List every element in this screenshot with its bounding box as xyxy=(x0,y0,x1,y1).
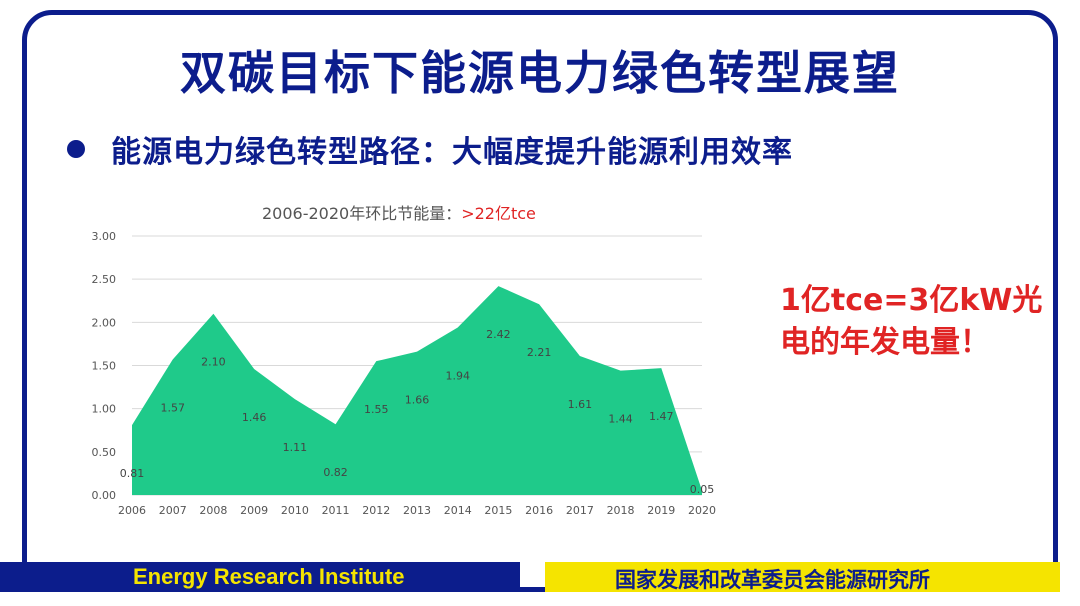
y-tick-label: 0.50 xyxy=(92,446,117,459)
bullet-text: 能源电力绿色转型路径：大幅度提升能源利用效率 xyxy=(111,135,793,170)
x-tick-label: 2018 xyxy=(607,504,635,517)
y-tick-label: 1.00 xyxy=(92,403,117,416)
footer-institute-en: Energy Research Institute xyxy=(133,564,405,589)
data-label: 1.46 xyxy=(242,411,267,424)
data-label: 2.42 xyxy=(486,328,511,341)
data-label: 0.82 xyxy=(323,466,348,479)
y-tick-label: 2.00 xyxy=(92,316,117,329)
x-tick-label: 2017 xyxy=(566,504,594,517)
x-tick-label: 2012 xyxy=(362,504,390,517)
x-tick-label: 2009 xyxy=(240,504,268,517)
bullet-dot-icon xyxy=(67,140,85,158)
data-label: 1.61 xyxy=(568,398,593,411)
data-label: 1.55 xyxy=(364,403,389,416)
x-tick-label: 2006 xyxy=(118,504,146,517)
chart-title: 2006-2020年环比节能量：>22亿tce xyxy=(262,200,536,224)
y-tick-label: 0.00 xyxy=(92,489,117,502)
data-label: 1.11 xyxy=(283,441,308,454)
data-label: 1.47 xyxy=(649,410,674,423)
chart-area-series xyxy=(132,286,702,495)
x-tick-label: 2016 xyxy=(525,504,553,517)
footer-left-bar: Energy Research Institute xyxy=(0,562,520,592)
callout-line-1: 1亿tce=3亿kW光 xyxy=(780,283,1043,318)
data-label: 0.81 xyxy=(120,467,145,480)
y-axis-ticks: 0.00 0.50 1.00 1.50 2.00 2.50 3.00 xyxy=(92,230,117,502)
footer-institute-cn: 国家发展和改革委员会能源研究所 xyxy=(615,568,930,592)
data-label: 2.21 xyxy=(527,346,552,359)
data-label: 1.57 xyxy=(160,401,185,414)
x-tick-label: 2015 xyxy=(484,504,512,517)
area-series-fill xyxy=(132,286,702,495)
x-axis-ticks: 2006 2007 2008 2009 2010 2011 2012 2013 2014 2015… xyxy=(118,504,716,517)
x-tick-label: 2007 xyxy=(159,504,187,517)
data-label: 1.66 xyxy=(405,394,430,407)
chart-title-main: 2006-2020年环比节能量： xyxy=(262,204,462,223)
y-tick-label: 2.50 xyxy=(92,273,117,286)
x-tick-label: 2010 xyxy=(281,504,309,517)
x-tick-label: 2008 xyxy=(199,504,227,517)
x-tick-label: 2019 xyxy=(647,504,675,517)
y-tick-label: 1.50 xyxy=(92,360,117,373)
x-tick-label: 2013 xyxy=(403,504,431,517)
footer-right-bar: 国家发展和改革委员会能源研究所 xyxy=(545,562,1060,592)
callout-line-2: 电的年发电量！ xyxy=(780,325,990,360)
data-label: 1.44 xyxy=(608,413,633,426)
slide-title: 双碳目标下能源电力绿色转型展望 xyxy=(180,46,900,100)
x-tick-label: 2011 xyxy=(322,504,350,517)
data-label: 2.10 xyxy=(201,356,226,369)
y-tick-label: 3.00 xyxy=(92,230,117,243)
data-labels: 0.81 1.57 2.10 1.46 1.11 0.82 1.55 1.66 1.94 2.42… xyxy=(120,328,715,496)
x-tick-label: 2014 xyxy=(444,504,472,517)
x-tick-label: 2020 xyxy=(688,504,716,517)
data-label: 1.94 xyxy=(445,370,470,383)
callout-text: 1亿tce=3亿kW光 电的年发电量！ xyxy=(780,280,1050,364)
chart-title-highlight: >22亿tce xyxy=(461,204,536,223)
bullet-row: 能源电力绿色转型路径：大幅度提升能源利用效率 xyxy=(67,127,793,171)
data-label: 0.05 xyxy=(690,483,715,496)
